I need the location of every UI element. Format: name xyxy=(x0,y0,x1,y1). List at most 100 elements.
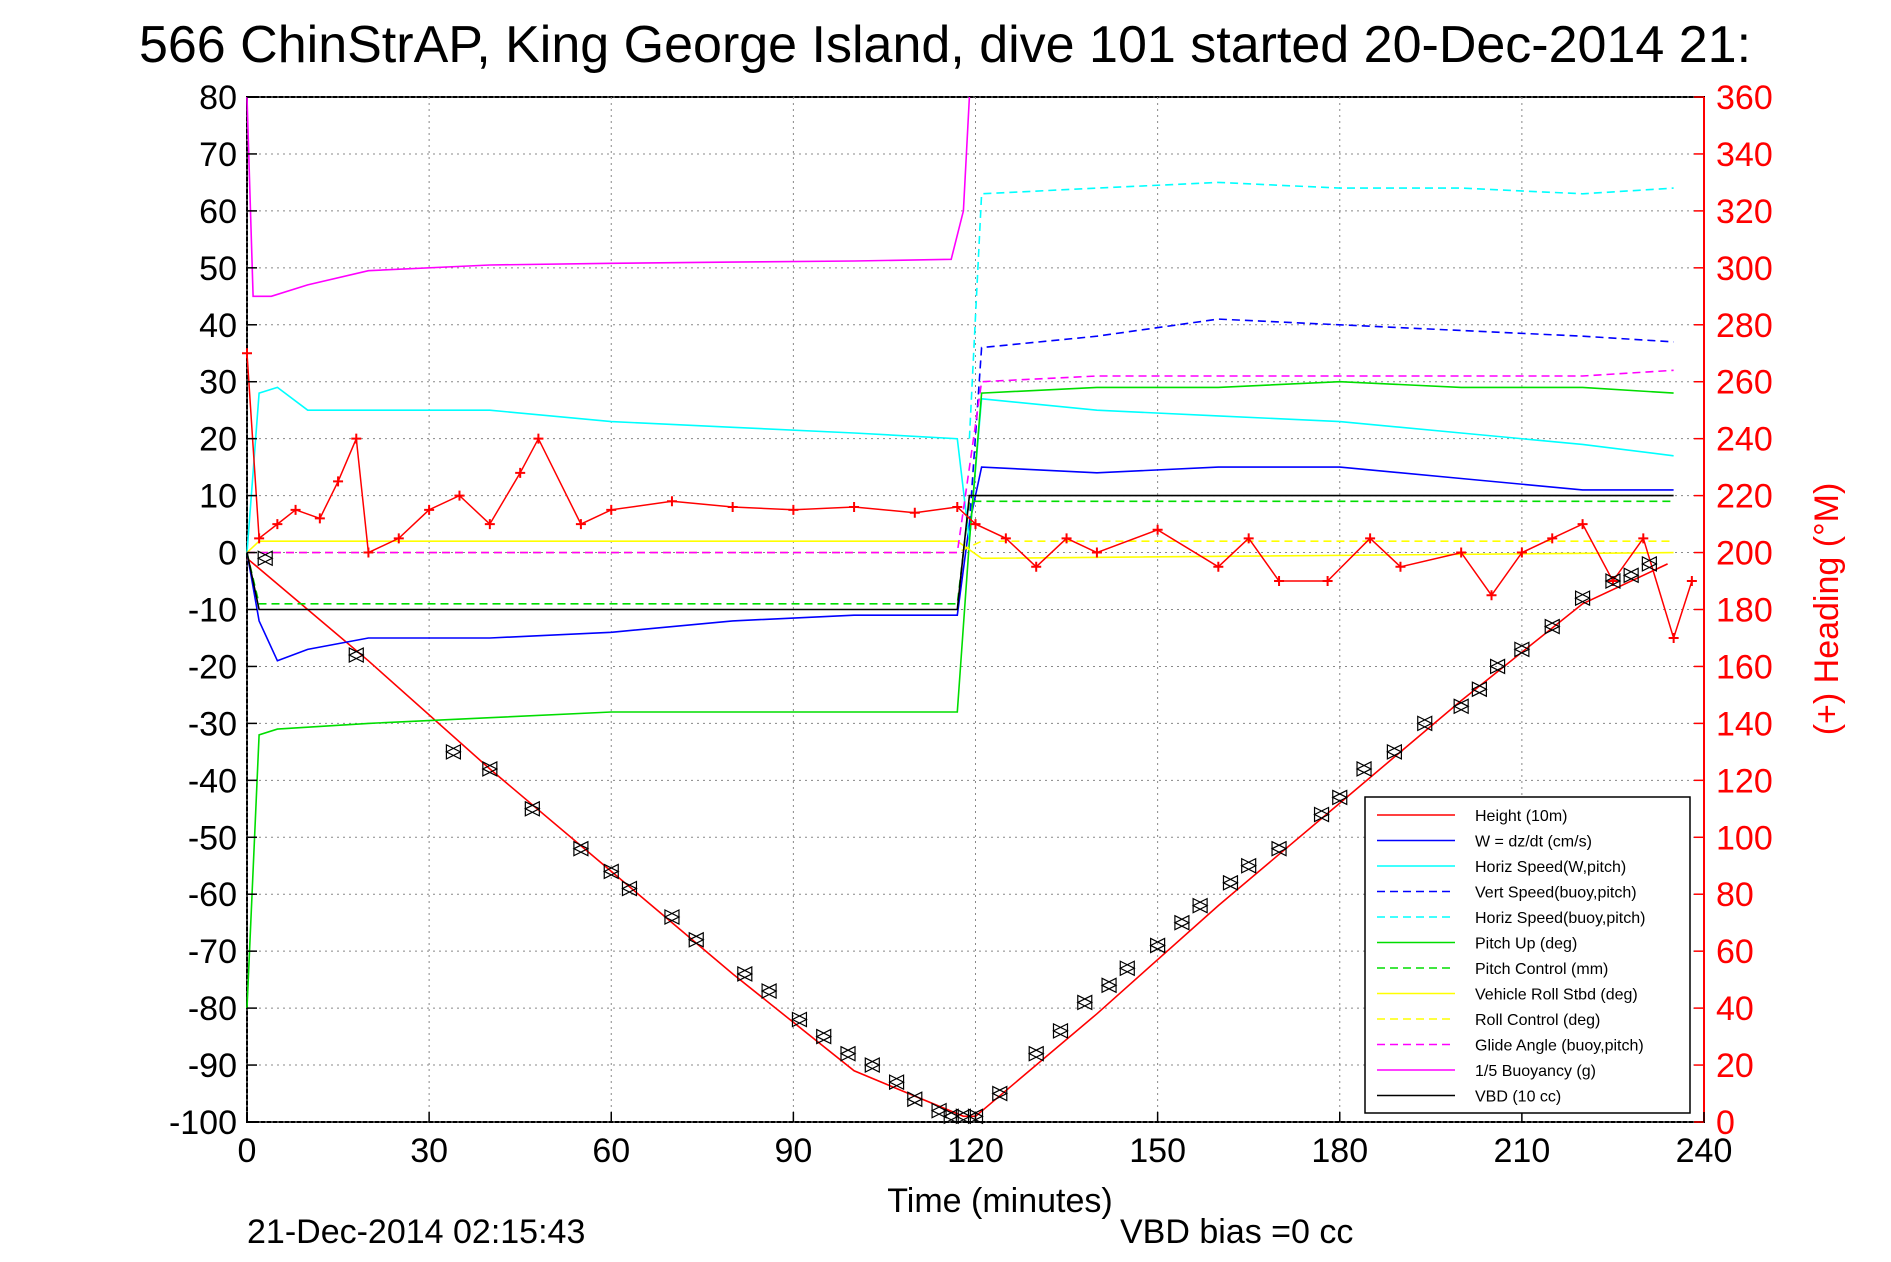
heading-point xyxy=(1686,576,1697,587)
y-tick-label: -40 xyxy=(188,762,237,800)
heading-point xyxy=(970,519,981,530)
height-marker xyxy=(736,965,754,982)
heading-point xyxy=(424,504,435,515)
y-tick-label: 80 xyxy=(199,79,237,117)
heading-point xyxy=(1516,547,1527,558)
y2-tick-label: 0 xyxy=(1716,1104,1735,1142)
y-tick-label: 50 xyxy=(199,250,237,288)
height-marker xyxy=(1270,840,1288,857)
legend: Height (10m) W = dz/dt (cm/s) Horiz Speed(… xyxy=(1364,796,1691,1114)
heading-point xyxy=(1091,547,1102,558)
chart-title: 566 ChinStrAP, King George Island, dive … xyxy=(139,16,1751,74)
heading-point xyxy=(393,533,404,544)
y-tick-label: 20 xyxy=(199,421,237,459)
y-tick-label: -30 xyxy=(188,705,237,743)
heading-point xyxy=(272,519,283,530)
height-marker xyxy=(1543,618,1561,635)
y-tick-label: 10 xyxy=(199,478,237,516)
legend-label: 1/5 Buoyancy (g) xyxy=(1475,1063,1596,1080)
height-marker xyxy=(1622,567,1640,584)
height-marker xyxy=(1222,874,1239,891)
y2-tick-label: 320 xyxy=(1716,193,1773,231)
series-line xyxy=(968,318,1674,525)
height-marker xyxy=(888,1074,905,1091)
heading-point xyxy=(1031,561,1042,572)
legend-label: Roll Control (deg) xyxy=(1475,1012,1600,1029)
heading-point xyxy=(1061,533,1072,544)
legend-label: VBD (10 cc) xyxy=(1475,1089,1561,1106)
x-axis: 0 30 60 90 120 150 180 210 240 xyxy=(238,1112,1733,1170)
y-tick-label: 70 xyxy=(199,136,237,174)
y2-tick-label: 60 xyxy=(1716,933,1754,971)
heading-point xyxy=(1000,533,1011,544)
y-tick-label: 0 xyxy=(218,535,237,573)
height-marker xyxy=(1452,698,1470,715)
legend-label: Vehicle Roll Stbd (deg) xyxy=(1475,987,1638,1004)
heading-point xyxy=(1668,632,1679,643)
y-tick-label: -100 xyxy=(169,1104,237,1142)
x-tick-label: 210 xyxy=(1494,1132,1551,1170)
legend-label: Pitch Control (mm) xyxy=(1475,961,1608,978)
legend-label: Glide Angle (buoy,pitch) xyxy=(1475,1038,1644,1055)
heading-point xyxy=(575,519,586,530)
x-axis-label: Time (minutes) xyxy=(887,1182,1112,1220)
height-marker xyxy=(839,1045,857,1062)
y-tick-label: -10 xyxy=(188,592,237,630)
y2-tick-label: 260 xyxy=(1716,364,1773,402)
height-marker xyxy=(1191,897,1209,914)
heading-point xyxy=(1486,590,1497,601)
heading-point xyxy=(727,502,738,512)
heading-point xyxy=(1577,519,1588,530)
y2-tick-label: 140 xyxy=(1716,705,1773,743)
y2-tick-label: 200 xyxy=(1716,535,1773,573)
legend-label: Horiz Speed(buoy,pitch) xyxy=(1475,910,1645,927)
series-line xyxy=(246,466,1674,662)
height-marker xyxy=(1574,590,1591,607)
height-marker xyxy=(663,909,681,925)
height-marker xyxy=(1416,715,1434,732)
height-marker xyxy=(942,1108,960,1125)
heading-point xyxy=(1456,547,1467,558)
series-line xyxy=(247,369,1674,554)
legend-label: Height (10m) xyxy=(1475,808,1567,825)
x-tick-label: 90 xyxy=(774,1132,812,1170)
height-marker xyxy=(955,1108,972,1125)
marker-layer xyxy=(256,550,1658,1125)
y2-tick-label: 280 xyxy=(1716,307,1773,345)
heading-point xyxy=(351,433,362,444)
height-marker xyxy=(1313,806,1330,823)
series-line xyxy=(246,540,1674,560)
height-marker xyxy=(760,983,778,999)
x-tick-label: 30 xyxy=(410,1132,448,1170)
height-marker xyxy=(1240,857,1258,874)
y2-tick-label: 160 xyxy=(1716,648,1773,686)
heading-point xyxy=(1365,533,1376,544)
series-line xyxy=(246,494,1674,611)
y-tick-label: -90 xyxy=(188,1047,237,1085)
height-marker xyxy=(1604,573,1622,589)
series-line xyxy=(246,380,1674,1009)
y-tick-label: -50 xyxy=(188,819,237,857)
heading-point xyxy=(909,507,920,518)
heading-layer xyxy=(242,348,1697,643)
legend-box xyxy=(1364,796,1691,1114)
height-marker xyxy=(481,760,499,777)
y2-tick-label: 340 xyxy=(1716,136,1773,174)
height-marker xyxy=(347,647,365,664)
y2-tick-label: 80 xyxy=(1716,876,1754,914)
series-line xyxy=(968,181,1674,439)
heading-point xyxy=(484,519,495,530)
height-marker xyxy=(1386,743,1403,760)
heading-point xyxy=(1547,533,1558,544)
heading-point xyxy=(515,467,526,478)
heading-point xyxy=(454,490,465,501)
heading-point xyxy=(242,348,252,359)
heading-point xyxy=(290,504,301,515)
y-tick-label: -60 xyxy=(188,876,237,914)
y-axis-right: 3603403203002802602402202001801601401201… xyxy=(1694,79,1773,1142)
heading-point xyxy=(849,502,860,512)
height-marker xyxy=(523,800,541,817)
x-tick-label: 240 xyxy=(1676,1132,1733,1170)
x-tick-label: 120 xyxy=(947,1132,1004,1170)
height-marker xyxy=(1355,760,1373,777)
